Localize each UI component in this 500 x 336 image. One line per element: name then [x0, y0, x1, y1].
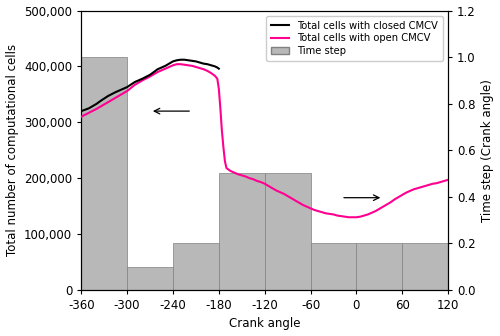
Bar [310, 243, 356, 290]
Bar [356, 243, 403, 290]
Bar [82, 57, 127, 290]
Bar [127, 266, 173, 290]
Bar [264, 173, 310, 290]
Bar [173, 243, 219, 290]
X-axis label: Crank angle: Crank angle [229, 318, 300, 330]
Bar [219, 173, 264, 290]
Y-axis label: Total number of computational cells: Total number of computational cells [6, 44, 18, 256]
Y-axis label: Time step (Crank angle): Time step (Crank angle) [482, 79, 494, 222]
Bar [402, 243, 448, 290]
Legend: Total cells with closed CMCV, Total cells with open CMCV, Time step: Total cells with closed CMCV, Total cell… [266, 15, 443, 60]
